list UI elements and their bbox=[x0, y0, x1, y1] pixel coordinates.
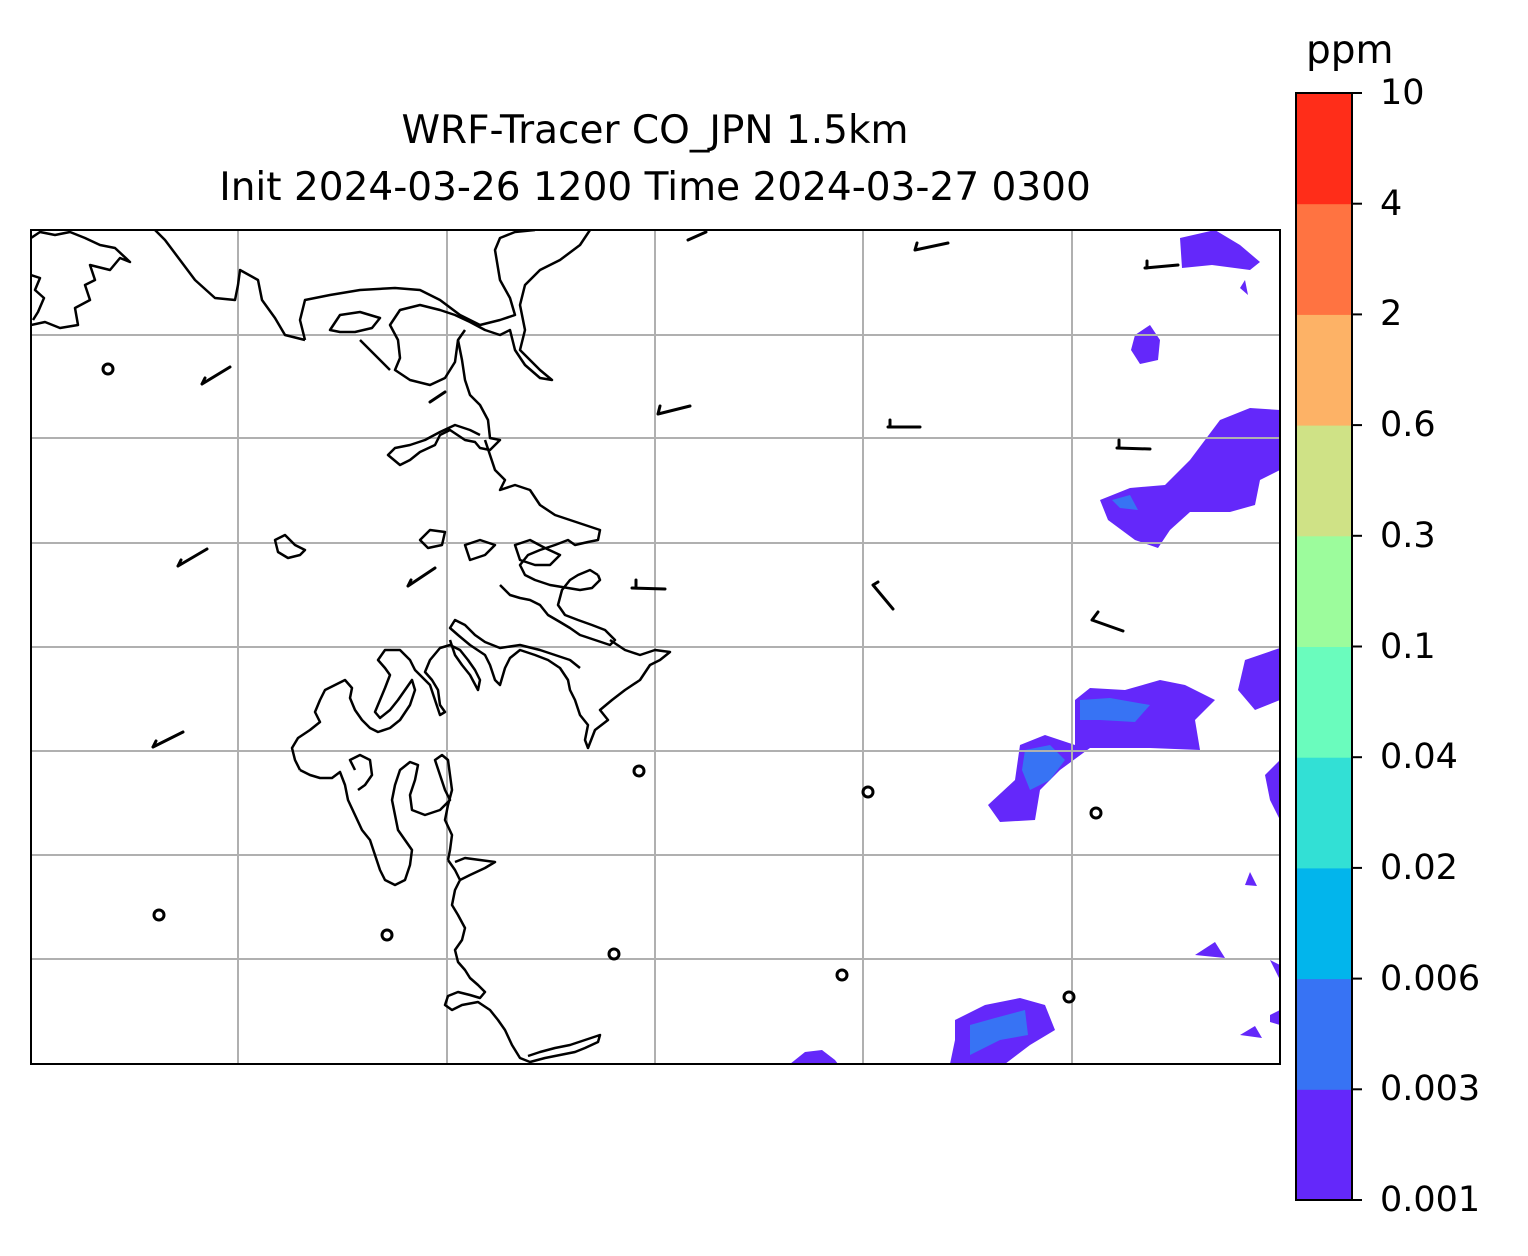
colorbar-tick-label: 0.006 bbox=[1380, 958, 1481, 999]
colorbar-tick-label: 0.6 bbox=[1380, 405, 1436, 446]
plume-east-edge bbox=[1265, 760, 1280, 820]
coastline-bay bbox=[448, 618, 672, 750]
coastline-peninsula bbox=[290, 639, 482, 771]
coastline-north-1 bbox=[154, 230, 306, 342]
plume-south bbox=[790, 1050, 838, 1064]
chart-title-line2: Init 2024-03-26 1200 Time 2024-03-27 030… bbox=[219, 165, 1091, 210]
wind-barb bbox=[406, 566, 437, 588]
map-gridlines bbox=[31, 230, 1280, 1064]
plume-far-east bbox=[1238, 648, 1280, 710]
colorbar-segment bbox=[1296, 867, 1352, 980]
coastline-mainland-1 bbox=[483, 439, 602, 592]
coastline-northwest bbox=[31, 230, 132, 330]
island-north bbox=[328, 310, 382, 334]
plume-mid-east-core bbox=[1022, 698, 1150, 790]
colorbar-tick-label: 10 bbox=[1380, 73, 1425, 113]
plume-east-1-core bbox=[1112, 495, 1138, 510]
wind-barb bbox=[871, 580, 895, 611]
wind-barb bbox=[151, 730, 185, 749]
coastline-inlet bbox=[359, 339, 391, 371]
island-west bbox=[273, 533, 307, 560]
colorbar-tick-label: 0.04 bbox=[1380, 737, 1458, 778]
wind-barb bbox=[1143, 259, 1180, 270]
coastline-south-2 bbox=[443, 856, 602, 1064]
coastlines bbox=[31, 230, 672, 1064]
wind-barb bbox=[176, 547, 209, 568]
colorbar-tick-label: 0.02 bbox=[1380, 847, 1458, 888]
wind-barb bbox=[200, 365, 232, 386]
wind-barb bbox=[428, 390, 447, 404]
coastline-north-2 bbox=[298, 230, 536, 341]
colorbar-segment bbox=[1296, 1089, 1352, 1201]
wind-barb bbox=[630, 578, 667, 591]
colorbar-tick-label: 0.003 bbox=[1380, 1069, 1481, 1110]
chart-title-line1: WRF-Tracer CO_JPN 1.5km bbox=[401, 108, 909, 153]
plume-ne-small bbox=[1131, 325, 1160, 364]
plume-south-east-core bbox=[970, 1010, 1028, 1055]
map-frame bbox=[30, 229, 1281, 1065]
colorbar-segment bbox=[1296, 535, 1352, 647]
plume-east-1 bbox=[1100, 408, 1280, 548]
plume-speck-6 bbox=[1240, 280, 1248, 295]
plume-speck-3 bbox=[1245, 872, 1257, 886]
coastline-west-inland bbox=[348, 753, 374, 792]
wind-barbs bbox=[151, 230, 1180, 749]
colorbar-tick-label: 0.001 bbox=[1380, 1180, 1481, 1220]
plume-speck-1 bbox=[1195, 942, 1225, 958]
colorbar-tick-label: 4 bbox=[1380, 183, 1403, 224]
plume-mid-east bbox=[988, 680, 1215, 822]
colorbar-segment bbox=[1296, 314, 1352, 426]
island-mid-2 bbox=[463, 538, 497, 562]
wind-barb bbox=[886, 418, 922, 429]
colorbar-segment bbox=[1296, 757, 1352, 869]
wind-barb bbox=[656, 404, 692, 416]
colorbar-tick-label: 0.1 bbox=[1380, 626, 1436, 667]
wind-barb bbox=[1090, 610, 1125, 633]
wind-barb bbox=[1115, 438, 1152, 451]
coastline-south-1 bbox=[299, 753, 454, 887]
concentration-field bbox=[790, 230, 1280, 1064]
small-islands bbox=[101, 362, 1103, 1004]
colorbar bbox=[1295, 92, 1362, 1201]
wind-barb bbox=[686, 230, 708, 242]
colorbar-segment bbox=[1296, 646, 1352, 758]
colorbar-tick-label: 2 bbox=[1380, 294, 1403, 335]
colorbar-segment bbox=[1296, 93, 1352, 205]
plume-ne bbox=[1180, 230, 1260, 270]
colorbar-tick-label: 0.3 bbox=[1380, 515, 1436, 556]
coastline-channel bbox=[386, 339, 502, 467]
colorbar-segment bbox=[1296, 978, 1352, 1090]
coastline-north-3 bbox=[388, 230, 592, 387]
island-mid-3 bbox=[513, 538, 562, 567]
wind-barb bbox=[913, 241, 950, 252]
plume-speck-4 bbox=[1270, 960, 1280, 980]
colorbar-segment bbox=[1296, 425, 1352, 537]
plume-speck-2 bbox=[1240, 1026, 1262, 1038]
colorbar-segment bbox=[1296, 203, 1352, 315]
island-mid-1 bbox=[418, 528, 447, 550]
colorbar-unit: ppm bbox=[1306, 28, 1394, 73]
plume-speck-5 bbox=[1270, 1010, 1280, 1025]
